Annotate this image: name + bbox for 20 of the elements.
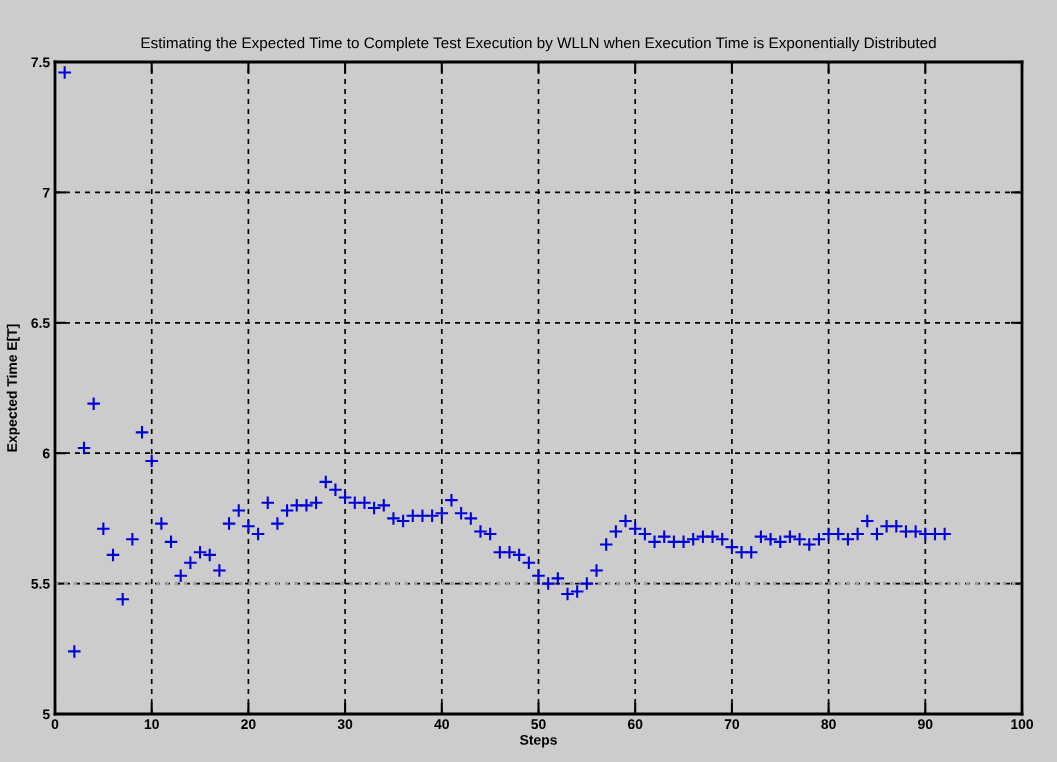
x-tick-label: 50 <box>531 719 546 730</box>
x-tick-label: 90 <box>918 719 933 730</box>
x-tick-label: 70 <box>724 719 740 730</box>
x-tick-label: 0 <box>51 719 59 730</box>
y-axis-title: Expected Time E[T] <box>6 324 20 452</box>
y-tick-label: 6 <box>42 448 50 459</box>
x-tick-label: 40 <box>434 719 449 730</box>
x-tick-label: 20 <box>241 719 256 730</box>
x-tick-label: 80 <box>821 719 836 730</box>
chart-title: Estimating the Expected Time to Complete Test Execution by WLLN when Execution Time is Exponentially Distributed <box>141 37 936 52</box>
x-tick-label: 100 <box>1011 719 1034 730</box>
x-tick-label: 30 <box>337 719 353 730</box>
y-tick-label: 7 <box>43 187 50 198</box>
y-tick-label: 6.5 <box>31 318 50 328</box>
x-tick-label: 10 <box>144 719 159 730</box>
y-tick-label: 5 <box>42 709 50 720</box>
x-axis-title: Steps <box>519 734 557 748</box>
y-tick-label: 5.5 <box>31 579 50 589</box>
x-tick-label: 60 <box>627 719 643 730</box>
y-tick-label: 7.5 <box>31 57 50 68</box>
